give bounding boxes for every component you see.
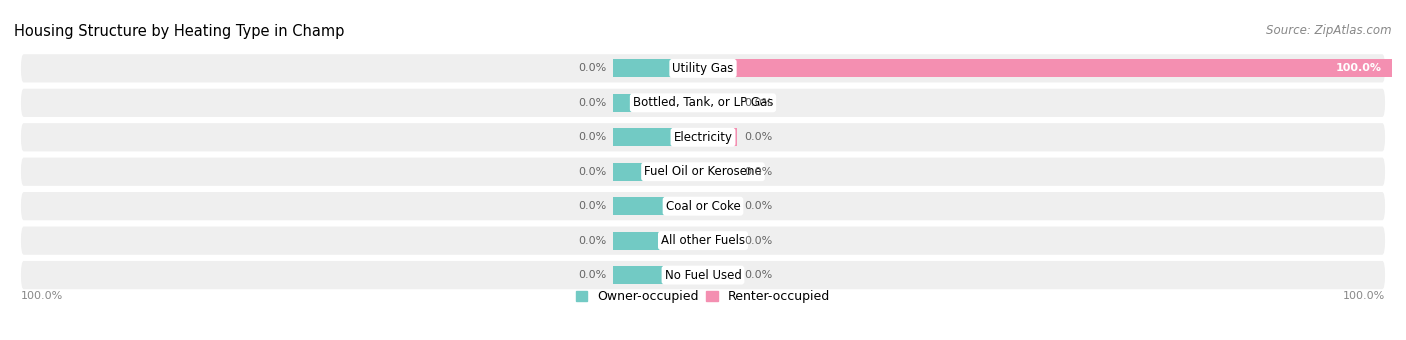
Text: 0.0%: 0.0% — [744, 98, 772, 108]
Text: 0.0%: 0.0% — [578, 201, 606, 211]
Bar — [703, 163, 738, 181]
Text: 0.0%: 0.0% — [744, 167, 772, 177]
Text: 0.0%: 0.0% — [578, 236, 606, 245]
Bar — [703, 232, 738, 250]
Text: 0.0%: 0.0% — [744, 236, 772, 245]
Legend: Owner-occupied, Renter-occupied: Owner-occupied, Renter-occupied — [576, 290, 830, 303]
FancyBboxPatch shape — [21, 54, 1385, 83]
Text: 0.0%: 0.0% — [744, 201, 772, 211]
FancyBboxPatch shape — [21, 123, 1385, 151]
Bar — [703, 128, 738, 146]
Text: All other Fuels: All other Fuels — [661, 234, 745, 247]
Text: 100.0%: 100.0% — [1343, 291, 1385, 301]
Bar — [703, 197, 738, 215]
Text: 0.0%: 0.0% — [578, 98, 606, 108]
Bar — [703, 266, 738, 284]
Text: Electricity: Electricity — [673, 131, 733, 144]
Text: Bottled, Tank, or LP Gas: Bottled, Tank, or LP Gas — [633, 96, 773, 109]
Bar — [613, 163, 703, 181]
Text: Fuel Oil or Kerosene: Fuel Oil or Kerosene — [644, 165, 762, 178]
Text: 0.0%: 0.0% — [744, 132, 772, 142]
Text: Utility Gas: Utility Gas — [672, 62, 734, 75]
Text: No Fuel Used: No Fuel Used — [665, 269, 741, 282]
FancyBboxPatch shape — [21, 226, 1385, 255]
Text: 0.0%: 0.0% — [578, 270, 606, 280]
Text: Coal or Coke: Coal or Coke — [665, 200, 741, 213]
Text: 0.0%: 0.0% — [578, 167, 606, 177]
Bar — [613, 59, 703, 77]
FancyBboxPatch shape — [21, 89, 1385, 117]
Text: Housing Structure by Heating Type in Champ: Housing Structure by Heating Type in Cha… — [14, 24, 344, 39]
Bar — [613, 266, 703, 284]
Bar — [613, 197, 703, 215]
Text: 0.0%: 0.0% — [744, 270, 772, 280]
FancyBboxPatch shape — [21, 261, 1385, 289]
Text: 0.0%: 0.0% — [578, 63, 606, 73]
Bar — [613, 232, 703, 250]
Bar — [703, 94, 738, 112]
Bar — [613, 94, 703, 112]
Bar — [613, 128, 703, 146]
Text: 100.0%: 100.0% — [21, 291, 63, 301]
Text: 0.0%: 0.0% — [578, 132, 606, 142]
Bar — [703, 59, 1392, 77]
Text: Source: ZipAtlas.com: Source: ZipAtlas.com — [1267, 24, 1392, 37]
Text: 100.0%: 100.0% — [1336, 63, 1382, 73]
FancyBboxPatch shape — [21, 192, 1385, 220]
FancyBboxPatch shape — [21, 158, 1385, 186]
